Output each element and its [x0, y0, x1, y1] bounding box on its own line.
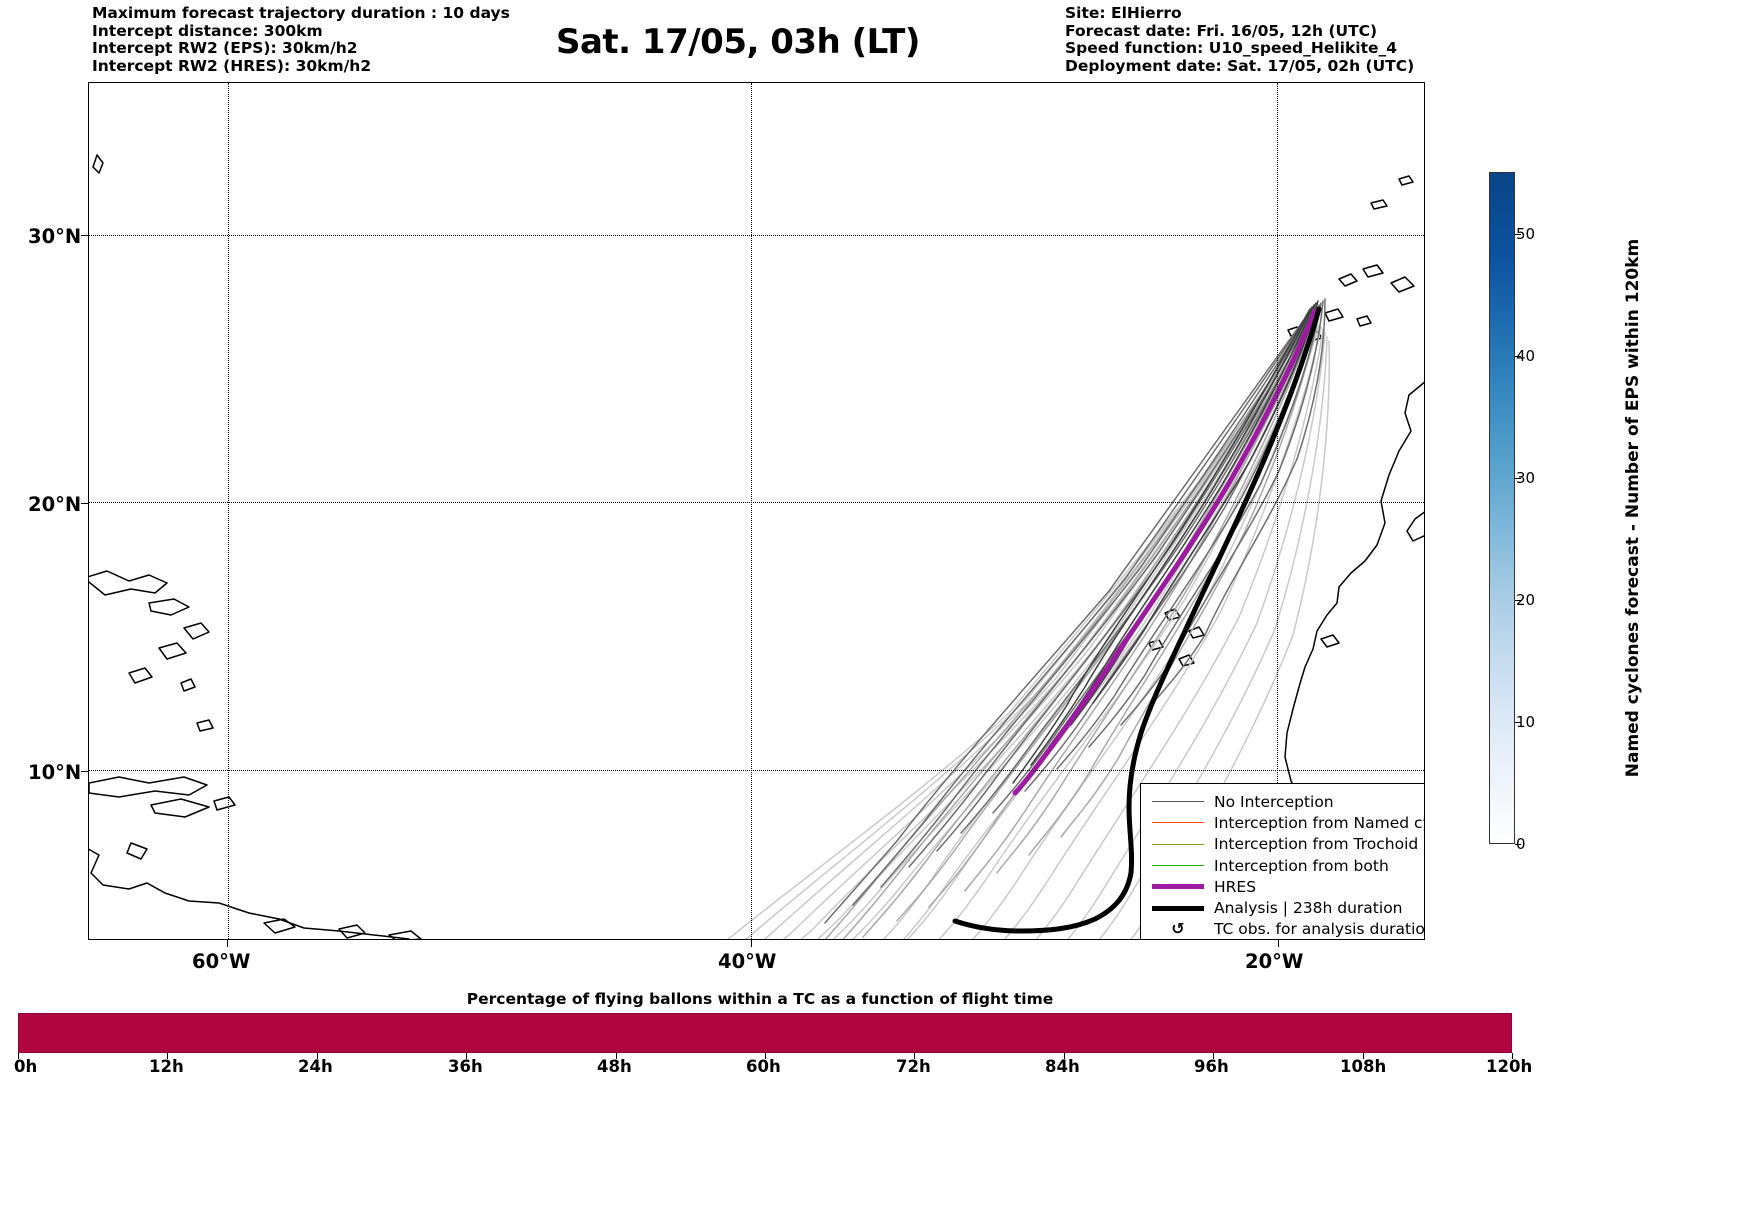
- flight-tick-48h: 48h: [597, 1057, 632, 1076]
- legend-swatch-no-interception: [1152, 801, 1204, 803]
- xtick-label-60W: 60°W: [192, 950, 251, 973]
- flight-tick-mark-108h: [1362, 1053, 1364, 1059]
- gridline-lon-20W: [1277, 83, 1279, 939]
- cyclone-icon: ↺: [1171, 919, 1185, 939]
- gridline-lat-30N: [89, 235, 1424, 237]
- map-vector-layer: [89, 154, 1424, 939]
- colorbar-axis-label: Named cyclones forecast - Number of EPS …: [1623, 238, 1643, 778]
- flight-tick-mark-36h: [466, 1053, 468, 1059]
- gridline-lat-20N: [89, 502, 1424, 504]
- gridline-lon-40W: [751, 83, 753, 939]
- ytick-label-20N: 20°N: [28, 493, 82, 516]
- legend-label-both: Interception from both: [1214, 856, 1389, 875]
- colorbar-tick-50: 50: [1516, 225, 1536, 243]
- xtick-label-20W: 20°W: [1245, 950, 1304, 973]
- legend-swatch-analysis: [1152, 905, 1204, 911]
- flight-tick-mark-72h: [914, 1053, 916, 1059]
- flight-tick-mark-84h: [1063, 1053, 1065, 1059]
- colorbar-tickline-40: [1515, 356, 1521, 357]
- colorbar-tickline-10: [1515, 722, 1521, 723]
- flight-tick-mark-24h: [316, 1053, 318, 1059]
- legend-row-hres: HRES: [1150, 876, 1416, 897]
- legend-row-no-interception: No Interception: [1150, 791, 1416, 812]
- legend-swatch-both: [1152, 865, 1204, 867]
- colorbar-tickline-50: [1515, 234, 1521, 235]
- colorbar-tick-10: 10: [1516, 713, 1536, 731]
- flight-tick-mark-96h: [1213, 1053, 1215, 1059]
- legend-row-named-cyclone: Interception from Named cyclone: [1150, 812, 1424, 833]
- flight-tick-mark-0h: [18, 1053, 19, 1059]
- page-title: Sat. 17/05, 03h (LT): [556, 22, 920, 62]
- bottom-bar-title: Percentage of flying ballons within a TC…: [466, 990, 1054, 1008]
- header-left-line-1: Maximum forecast trajectory duration : 1…: [92, 4, 510, 22]
- flight-time-axis: 0h 12h 24h 36h 48h 60h 72h 84h 96h 108h …: [14, 1013, 1532, 1076]
- colorbar-axis-label-wrap: Named cyclones forecast - Number of EPS …: [1620, 172, 1646, 844]
- header-left-line-3: Intercept RW2 (EPS): 30km/h2: [92, 39, 358, 57]
- analysis-trajectory: [952, 306, 1322, 934]
- flight-tick-84h: 84h: [1045, 1057, 1080, 1076]
- flight-tick-0h: 0h: [14, 1057, 38, 1076]
- legend-swatch-named-cyclone: [1152, 822, 1204, 824]
- legend-swatch-trochoid: [1152, 843, 1204, 845]
- header-left-line-4: Intercept RW2 (HRES): 30km/h2: [92, 56, 372, 75]
- colorbar-tick-0: 0: [1516, 835, 1526, 853]
- flight-tick-72h: 72h: [896, 1057, 931, 1076]
- legend-label-no-interception: No Interception: [1214, 792, 1334, 811]
- legend-row-both: Interception from both: [1150, 855, 1416, 876]
- xtick-mark-20W: [1278, 940, 1279, 947]
- colorbar-tickline-20: [1515, 600, 1521, 601]
- legend-row-analysis: Analysis | 238h duration: [1150, 897, 1416, 918]
- colorbar-gradient: [1489, 172, 1515, 844]
- colorbar-tick-20: 20: [1516, 591, 1536, 609]
- coastline-layer: [89, 154, 1424, 939]
- flight-tick-mark-60h: [765, 1053, 766, 1059]
- legend-label-trochoid: Interception from Trochoid: [1214, 835, 1419, 854]
- legend-label-hres: HRES: [1214, 877, 1257, 896]
- flight-tick-108h: 108h: [1340, 1057, 1387, 1076]
- colorbar-tickline-0: [1515, 844, 1521, 845]
- header-right-info: Site: ElHierro Forecast date: Fri. 16/05…: [1065, 4, 1415, 75]
- xtick-mark-40W: [751, 940, 752, 947]
- ytick-mark-20N: [81, 503, 88, 504]
- legend-row-tc-obs: ↺ TC obs. for analysis duration: [1150, 919, 1424, 939]
- map-plot-area: No Interception Interception from Named …: [88, 82, 1425, 940]
- flight-tick-24h: 24h: [298, 1057, 333, 1076]
- ytick-mark-10N: [81, 771, 88, 772]
- flight-tick-60h: 60h: [746, 1057, 781, 1076]
- flight-tick-96h: 96h: [1194, 1057, 1229, 1076]
- xtick-mark-60W: [227, 940, 228, 947]
- hres-trajectory: [1012, 308, 1318, 796]
- legend-label-analysis: Analysis | 238h duration: [1214, 899, 1403, 918]
- header-site: Site: ElHierro: [1065, 4, 1182, 22]
- flight-tick-mark-48h: [615, 1053, 617, 1059]
- colorbar: 0 10 20 30 40 50: [1489, 172, 1535, 853]
- legend-label-named-cyclone: Interception from Named cyclone: [1214, 813, 1424, 832]
- map-legend: No Interception Interception from Named …: [1140, 783, 1424, 939]
- gridline-lon-60W: [227, 83, 229, 939]
- flight-tick-mark-12h: [167, 1053, 169, 1059]
- percentage-in-tc-bar: [18, 1013, 1512, 1053]
- header-forecast-date: Forecast date: Fri. 16/05, 12h (UTC): [1065, 21, 1378, 40]
- legend-label-tc-obs: TC obs. for analysis duration: [1214, 920, 1425, 939]
- colorbar-tickline-30: [1515, 478, 1521, 479]
- colorbar-tick-30: 30: [1516, 469, 1536, 487]
- header-left-line-2: Intercept distance: 300km: [92, 21, 323, 40]
- flight-tick-120h: 120h: [1486, 1057, 1533, 1076]
- xtick-label-40W: 40°W: [718, 950, 777, 973]
- colorbar-tick-40: 40: [1516, 347, 1536, 365]
- flight-tick-mark-120h: [1512, 1053, 1513, 1059]
- legend-swatch-hres: [1152, 884, 1204, 890]
- ytick-label-10N: 10°N: [28, 761, 82, 784]
- header-left-info: Maximum forecast trajectory duration : 1…: [92, 4, 510, 75]
- gridline-lat-10N: [89, 769, 1424, 771]
- header-speed-function: Speed function: U10_speed_Helikite_4: [1065, 39, 1398, 57]
- flight-tick-36h: 36h: [448, 1057, 483, 1076]
- header-deployment-date: Deployment date: Sat. 17/05, 02h (UTC): [1065, 56, 1415, 75]
- legend-row-trochoid: Interception from Trochoid: [1150, 834, 1419, 855]
- ytick-mark-30N: [81, 235, 88, 236]
- ytick-label-30N: 30°N: [28, 225, 82, 248]
- flight-tick-12h: 12h: [149, 1057, 184, 1076]
